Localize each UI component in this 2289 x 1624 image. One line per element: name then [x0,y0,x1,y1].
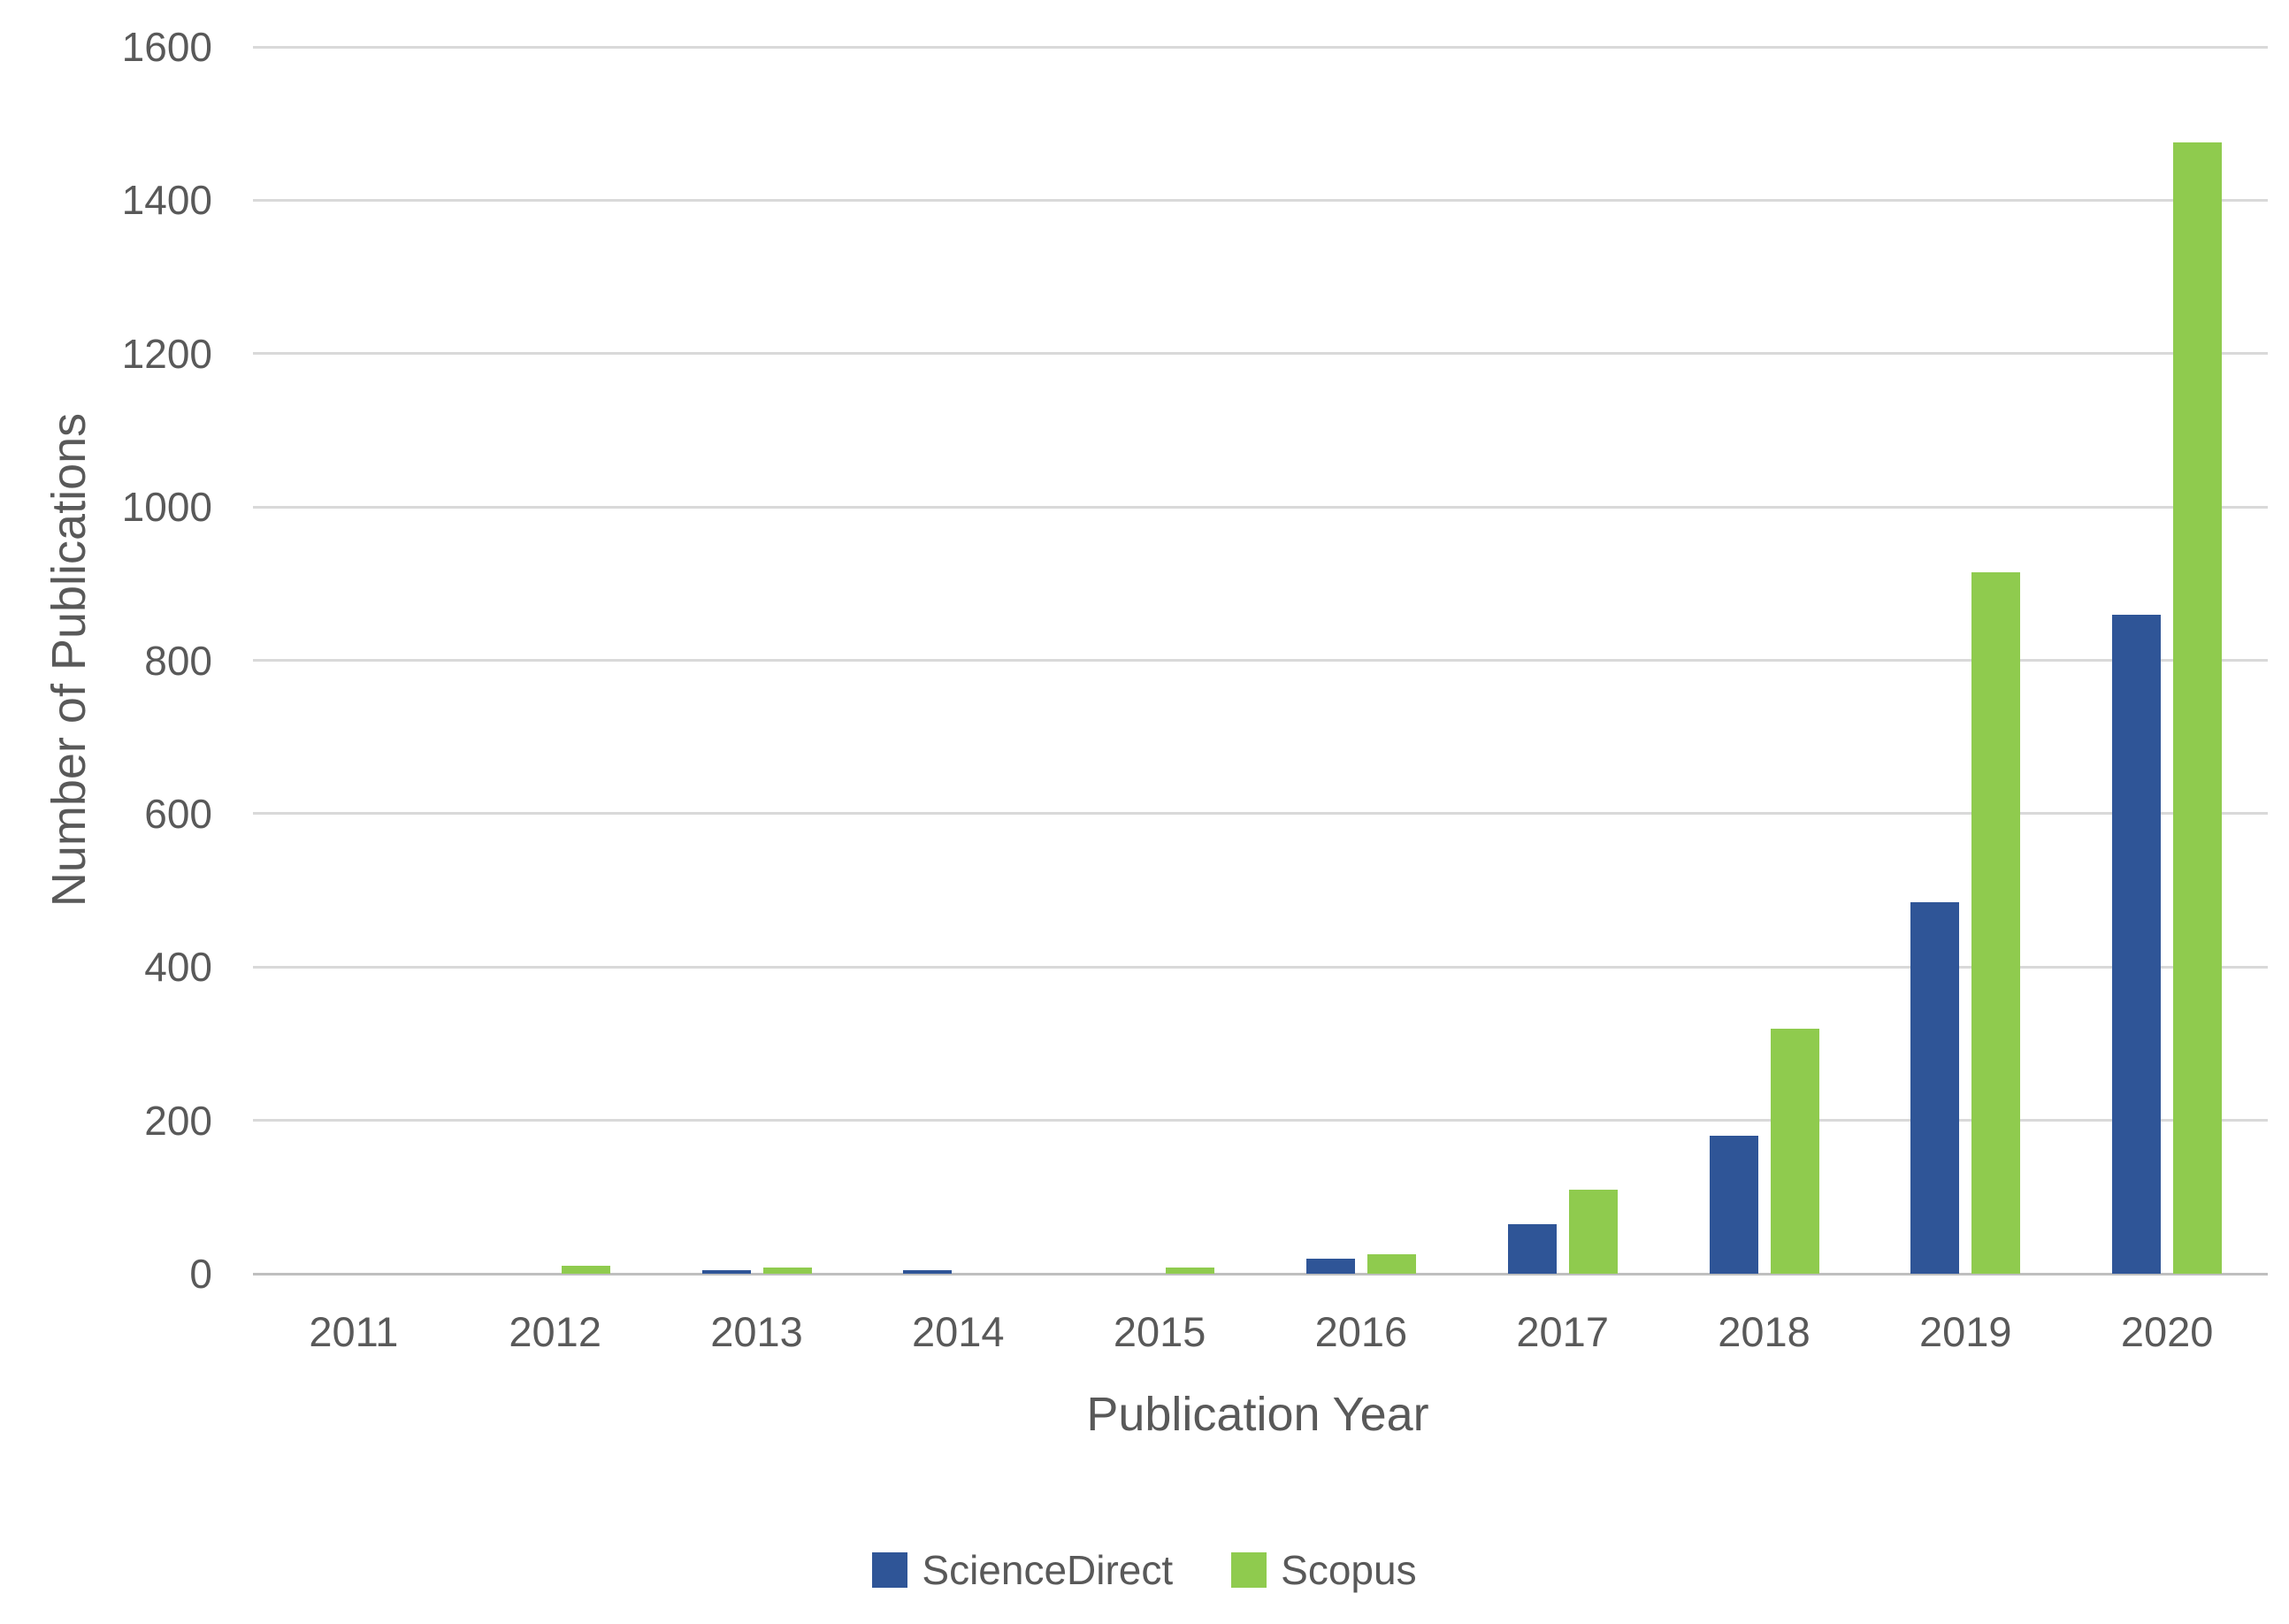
bar-scopus-2016 [1367,1254,1416,1274]
x-tick-label-2017: 2017 [1516,1308,1609,1355]
bar-scopus-2018 [1770,1028,1819,1274]
gridline-800 [253,659,2268,662]
bar-sciencedirect-2016 [1305,1258,1355,1274]
legend-label: Scopus [1281,1547,1417,1593]
legend: ScienceDirect Scopus [0,1548,2289,1592]
y-tick-label-800: 800 [144,637,212,684]
gridline-200 [253,1119,2268,1122]
legend-item-sciencedirect: ScienceDirect [872,1548,1173,1592]
gridline-1000 [253,505,2268,509]
y-tick-label-1200: 1200 [121,330,212,377]
x-tick-label-2013: 2013 [710,1308,803,1355]
bar-scopus-2017 [1568,1189,1618,1274]
x-tick-label-2014: 2014 [912,1308,1005,1355]
bar-sciencedirect-2017 [1507,1223,1557,1274]
y-tick-label-1400: 1400 [121,177,212,224]
gridline-400 [253,965,2268,969]
bar-scopus-2020 [2173,142,2223,1274]
x-tick-label-2011: 2011 [309,1308,399,1355]
x-tick-label-2020: 2020 [2120,1308,2214,1355]
bar-scopus-2013 [762,1268,812,1274]
bar-scopus-2015 [1166,1268,1215,1274]
gridline-1600 [253,45,2268,49]
y-tick-label-200: 200 [144,1097,212,1144]
y-tick-label-1000: 1000 [121,484,212,531]
gridline-1200 [253,352,2268,356]
x-axis-title: Publication Year [1086,1388,1429,1441]
gridline-1400 [253,198,2268,202]
legend-swatch-icon [1231,1552,1267,1588]
bar-sciencedirect-2013 [701,1269,751,1274]
x-tick-label-2018: 2018 [1718,1308,1811,1355]
bar-scopus-2019 [1971,571,2021,1274]
x-tick-label-2019: 2019 [1919,1308,2012,1355]
plot-area [253,45,2268,1275]
bar-sciencedirect-2020 [2112,614,2162,1274]
legend-swatch-icon [872,1552,908,1588]
y-tick-label-600: 600 [144,790,212,837]
y-tick-label-0: 0 [189,1251,212,1297]
y-tick-label-400: 400 [144,944,212,991]
y-tick-label-1600: 1600 [121,24,212,70]
x-tick-label-2012: 2012 [509,1308,601,1355]
bar-sciencedirect-2014 [903,1269,953,1274]
gridline-600 [253,812,2268,816]
x-tick-label-2015: 2015 [1113,1308,1206,1355]
x-tick-label-2016: 2016 [1314,1308,1408,1355]
bar-sciencedirect-2018 [1709,1136,1758,1274]
x-axis-line [253,1272,2268,1275]
bar-sciencedirect-2019 [1910,901,1960,1274]
legend-label: ScienceDirect [922,1547,1174,1593]
legend-item-scopus: Scopus [1231,1547,1417,1593]
bar-scopus-2012 [561,1266,610,1274]
